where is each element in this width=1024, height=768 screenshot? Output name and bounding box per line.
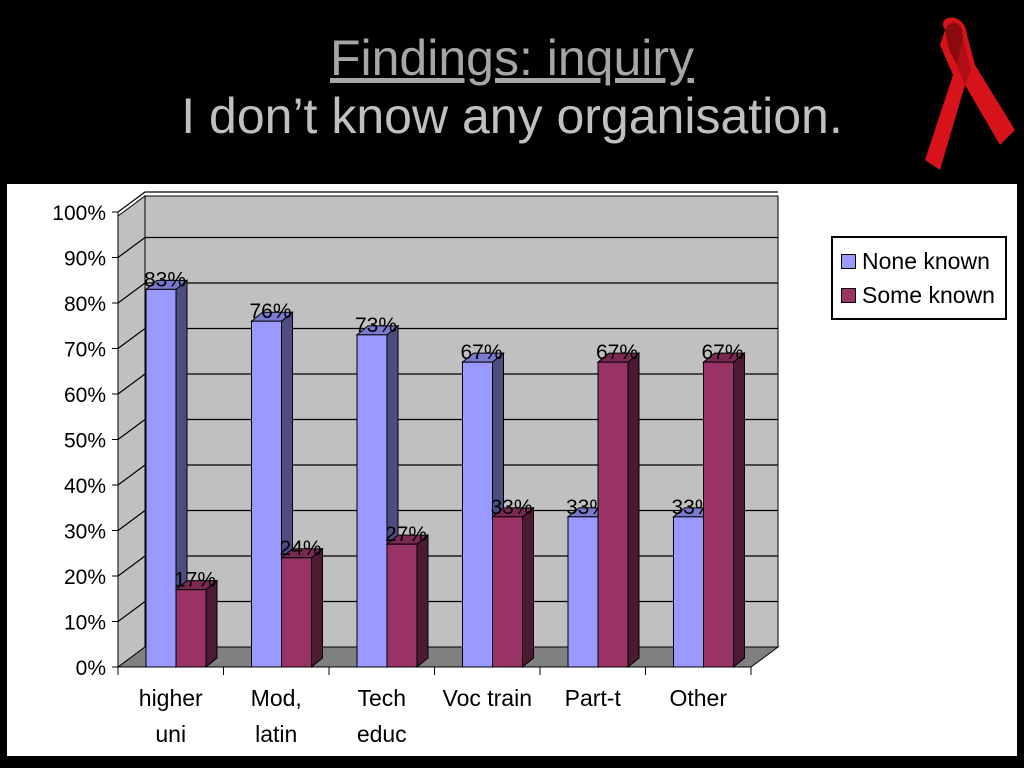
gridline (117, 600, 778, 622)
gridline (117, 555, 778, 577)
bar-side-some-known (627, 352, 640, 669)
legend-label-none-known: None known (862, 247, 990, 274)
gridline (117, 373, 778, 395)
bar-some-known (492, 516, 523, 668)
data-label-none-known: 83% (144, 268, 186, 291)
bar-side-some-known (416, 534, 429, 669)
bar-side-some-known (205, 579, 218, 669)
y-tick-label: 50% (64, 430, 106, 453)
legend-swatch-some-known (841, 287, 856, 303)
gridline (117, 509, 778, 531)
y-tick-label: 80% (64, 293, 106, 316)
gridline (117, 282, 778, 304)
x-tick-label: Part-t (565, 685, 622, 711)
bar-side-some-known (522, 506, 534, 669)
bar-none-known (462, 361, 493, 668)
bar-side-some-known (311, 547, 323, 669)
data-label-none-known: 76% (249, 300, 291, 323)
bar-none-known (567, 516, 599, 668)
x-tick-label: higher (139, 685, 203, 711)
bar-some-known (281, 557, 312, 668)
title-statement: I don’t know any organisation. (181, 88, 843, 144)
y-tick-label: 40% (64, 475, 106, 498)
bar-none-known (673, 516, 704, 668)
data-label-some-known: 24% (279, 537, 321, 560)
bar-some-known (175, 589, 207, 668)
data-label-none-known: 73% (355, 314, 397, 337)
gridline (117, 464, 778, 486)
gridline (117, 191, 778, 213)
x-tick-label: latin (255, 721, 297, 747)
bar-side-some-known (733, 352, 745, 669)
bar-some-known (597, 361, 629, 668)
y-tick-label: 60% (64, 384, 106, 407)
bar-none-known (356, 334, 388, 668)
bar-none-known (251, 320, 282, 668)
data-label-some-known: 17% (174, 569, 216, 592)
x-tick-label: Mod, (251, 685, 302, 711)
gridline (117, 418, 778, 440)
y-tick-label: 0% (76, 657, 106, 680)
gridline (117, 236, 778, 258)
legend: None known Some known (831, 236, 1007, 320)
legend-item-some-known: Some known (841, 278, 1005, 312)
legend-label-some-known: Some known (862, 281, 995, 308)
chart-panel: 0% 10% 20% 30% 40% 50% 60% 70% 80% 90% 100% 83% 17% h… (7, 184, 1017, 756)
data-label-none-known: 67% (460, 341, 502, 364)
bar-none-known (145, 288, 177, 668)
x-tick-label: Tech (357, 685, 406, 711)
gridline (117, 327, 778, 349)
bar-chart: 0% 10% 20% 30% 40% 50% 60% 70% 80% 90% 100% 83% 17% h… (52, 191, 780, 747)
y-tick-label: 70% (64, 339, 106, 362)
data-label-some-known: 27% (385, 523, 427, 546)
x-tick-label: Other (669, 685, 727, 711)
y-tick-label: 20% (64, 566, 106, 589)
bar-some-known (386, 543, 418, 668)
slide-title: Findings: inquiry I don’t know any organ… (0, 30, 1024, 146)
x-tick-label: educ (357, 721, 407, 747)
y-tick-label: 30% (64, 521, 106, 544)
legend-swatch-none-known (841, 253, 856, 269)
red-ribbon-icon (925, 17, 1015, 170)
x-tick-label: uni (155, 721, 186, 747)
y-tick-label: 10% (64, 612, 106, 635)
y-tick-label: 100% (52, 202, 106, 225)
data-label-some-known: 67% (701, 341, 743, 364)
bar-some-known (703, 361, 734, 668)
data-label-some-known: 67% (596, 341, 638, 364)
data-label-some-known: 33% (490, 496, 532, 519)
legend-item-none-known: None known (841, 244, 1005, 278)
chart-side-wall (117, 195, 146, 668)
title-findings-inquiry: Findings: inquiry (329, 30, 695, 86)
y-tick-label: 90% (64, 248, 106, 271)
x-tick-label: Voc train (443, 685, 533, 711)
